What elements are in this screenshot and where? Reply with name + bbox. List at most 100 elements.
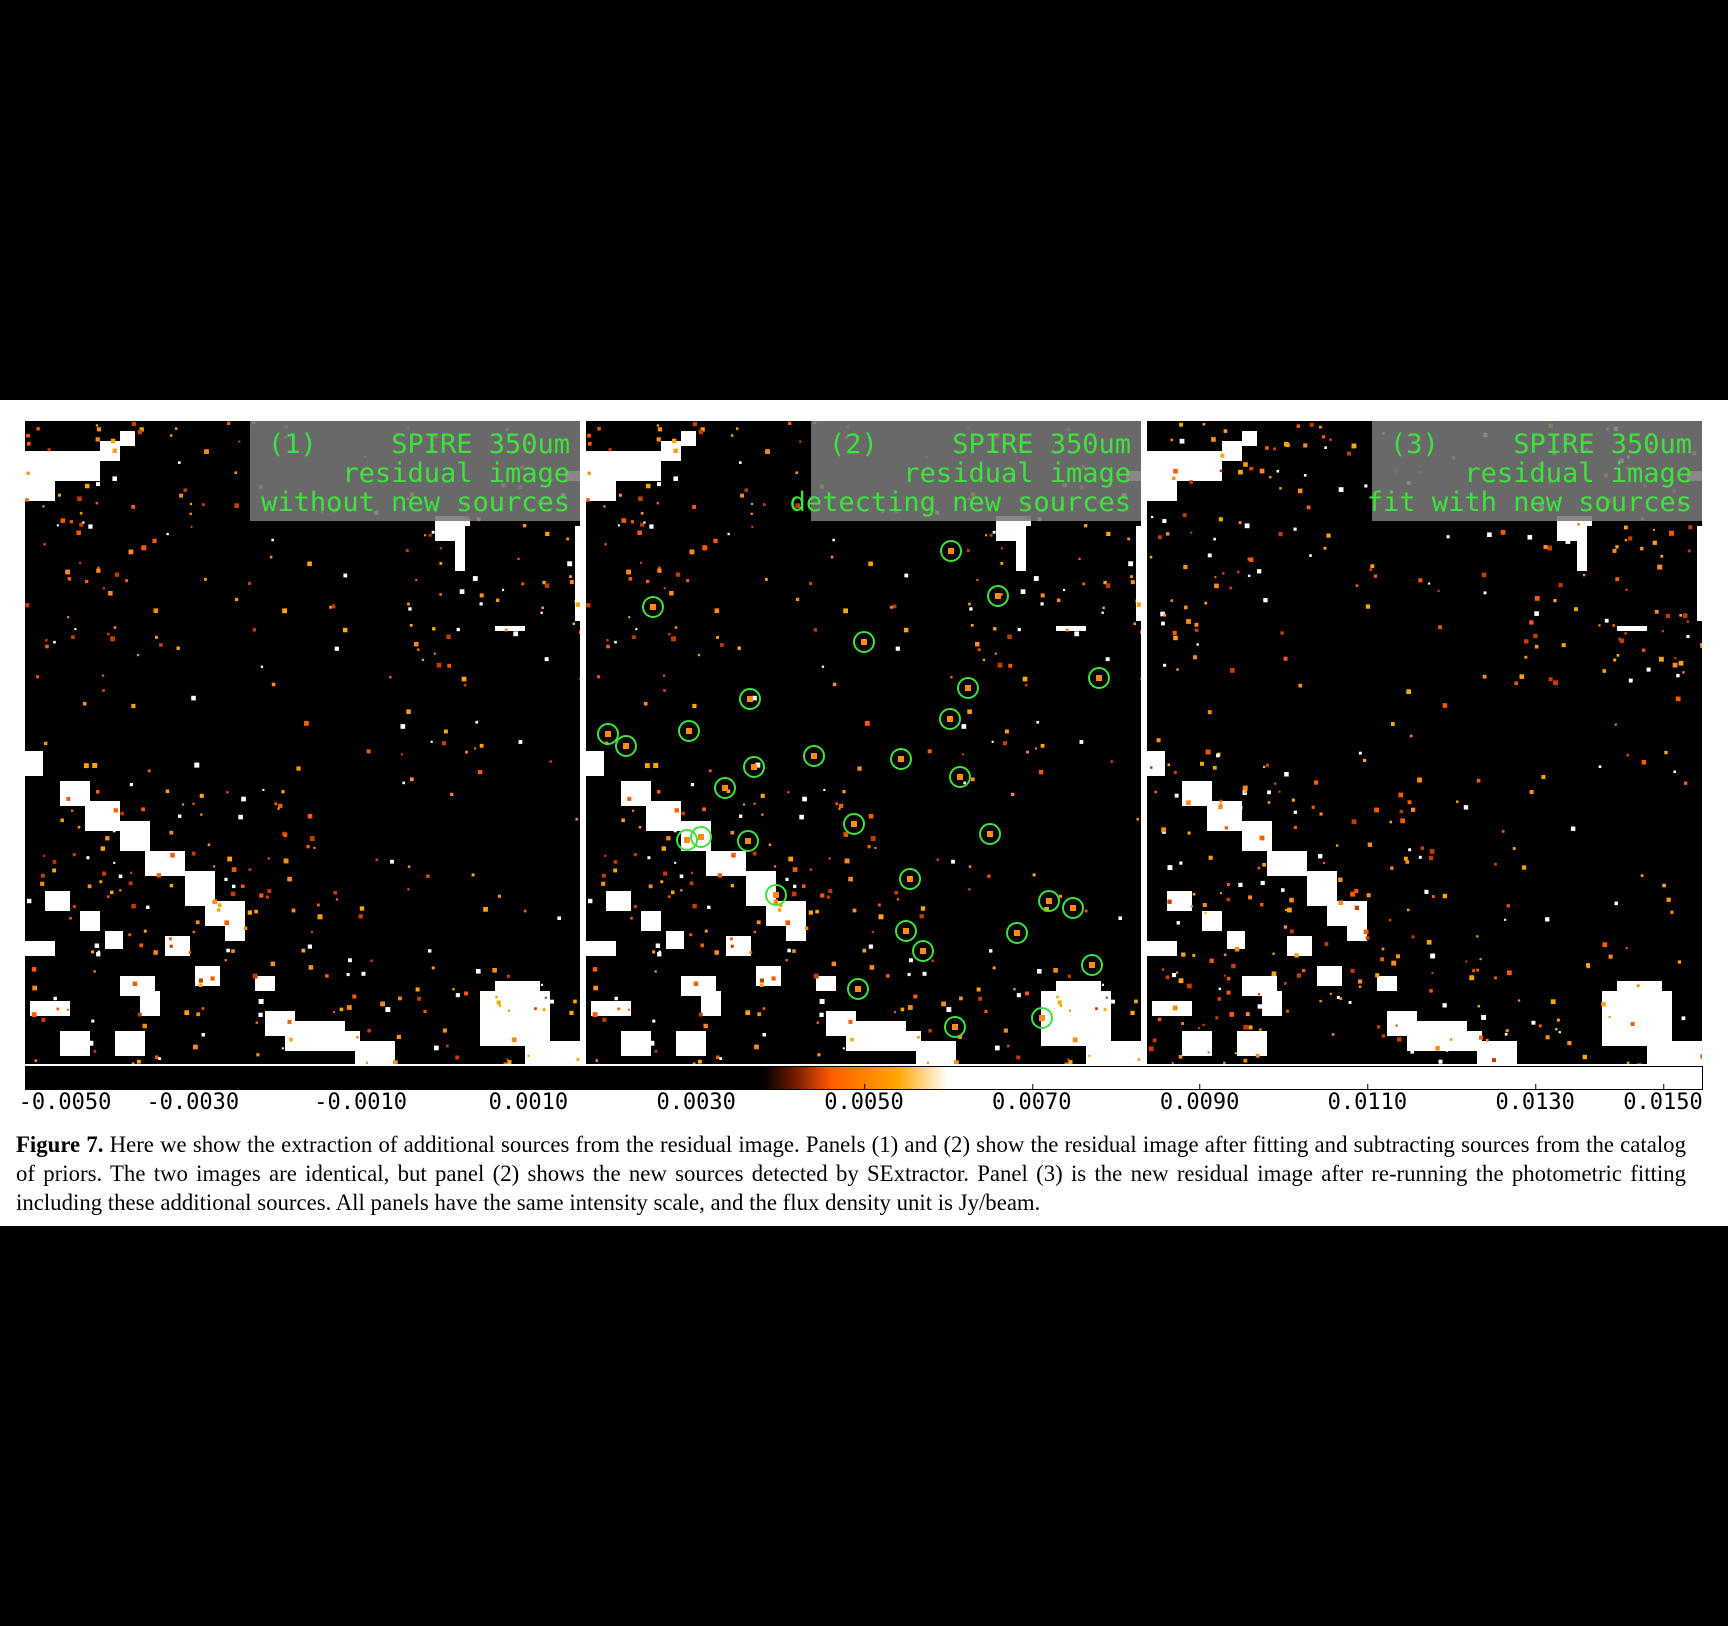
pixel-speckle [646, 483, 651, 489]
pixel-speckle [1505, 1029, 1509, 1033]
pixel-speckle [169, 830, 174, 835]
pixel-speckle [131, 904, 136, 909]
pixel-speckle [702, 807, 706, 812]
pixel-speckle [474, 747, 477, 750]
pixel-speckle [941, 1001, 946, 1007]
colorbar-tick-label: 0.0150 [1623, 1084, 1703, 1115]
source-pixel [684, 837, 690, 843]
pixel-speckle [1700, 1054, 1702, 1059]
pixel-speckle [951, 859, 955, 864]
pixel-speckle [1601, 1002, 1606, 1007]
pixel-speckle [773, 899, 779, 905]
pixel-speckle [1410, 734, 1413, 738]
pixel-speckle [727, 532, 730, 536]
pixel-speckle [690, 783, 694, 787]
source-pixel [903, 928, 909, 934]
pixel-speckle [139, 427, 144, 432]
pixel-speckle [151, 865, 154, 868]
pixel-speckle [692, 904, 697, 909]
pixel-speckle [1390, 866, 1394, 870]
pixel-speckle [871, 930, 875, 934]
pixel-speckle [1167, 865, 1173, 870]
pixel-speckle [985, 534, 988, 537]
detected-source-marker [1038, 890, 1060, 912]
pixel-speckle [828, 889, 833, 894]
pixel-speckle [838, 807, 841, 810]
pixel-speckle [663, 689, 666, 692]
pixel-speckle [1005, 729, 1009, 734]
pixel-speckle [892, 604, 897, 609]
pixel-speckle [1431, 895, 1435, 898]
pixel-speckle [692, 421, 697, 427]
pixel-speckle [417, 996, 422, 1001]
pixel-speckle [1192, 954, 1196, 957]
detected-source-marker [899, 868, 921, 890]
pixel-speckle [909, 958, 913, 963]
detected-source-marker [987, 585, 1009, 607]
pixel-speckle [968, 602, 971, 606]
pixel-speckle [72, 905, 76, 909]
pixel-speckle [1166, 532, 1170, 536]
pixel-speckle [495, 598, 500, 602]
pixel-speckle [760, 793, 765, 798]
pixel-speckle [1469, 975, 1475, 981]
saturated-region [916, 1041, 956, 1064]
pixel-speckle [1679, 614, 1682, 617]
saturated-region [1207, 801, 1242, 831]
pixel-speckle [633, 853, 637, 857]
pixel-speckle [1626, 753, 1630, 757]
pixel-speckle [352, 994, 357, 999]
pixel-speckle [1154, 790, 1157, 794]
pixel-speckle [627, 1008, 630, 1011]
pixel-speckle [128, 881, 133, 886]
pixel-speckle [1391, 960, 1397, 966]
pixel-speckle [1381, 1034, 1385, 1038]
pixel-speckle [91, 950, 95, 954]
pixel-speckle [592, 967, 598, 972]
pixel-speckle [768, 843, 772, 846]
pixel-speckle [588, 441, 592, 446]
pixel-speckle [1336, 844, 1339, 847]
panel-number: (1) [268, 429, 317, 460]
pixel-speckle [248, 868, 252, 871]
pixel-speckle [107, 895, 110, 898]
pixel-speckle [287, 1019, 292, 1024]
pixel-speckle [656, 424, 660, 427]
pixel-speckle [137, 429, 142, 435]
pixel-speckle [1545, 917, 1550, 922]
pixel-speckle [1417, 777, 1423, 783]
pixel-speckle [1032, 873, 1036, 877]
source-pixel [1089, 962, 1095, 968]
pixel-speckle [1281, 888, 1285, 892]
pixel-speckle [179, 493, 183, 498]
pixel-speckle [1183, 605, 1188, 610]
pixel-speckle [542, 1008, 546, 1012]
pixel-speckle [27, 441, 31, 446]
pixel-speckle [1182, 513, 1187, 518]
pixel-speckle [428, 533, 432, 537]
pixel-speckle [1323, 546, 1327, 550]
pixel-speckle [1624, 525, 1628, 530]
pixel-speckle [1002, 741, 1007, 746]
pixel-speckle [603, 505, 606, 508]
pixel-speckle [1410, 1050, 1414, 1054]
pixel-speckle [247, 910, 252, 915]
pixel-speckle [1181, 952, 1186, 957]
pixel-speckle [927, 749, 932, 754]
source-pixel [722, 785, 728, 791]
pixel-speckle [213, 865, 216, 868]
saturated-region [1147, 451, 1177, 501]
pixel-speckle [141, 545, 147, 551]
saturated-region [1167, 891, 1192, 911]
pixel-speckle [900, 1007, 905, 1012]
detected-source-marker [690, 826, 712, 848]
pixel-speckle [840, 1017, 843, 1021]
pixel-speckle [1409, 1022, 1412, 1025]
pixel-speckle [1289, 897, 1294, 903]
source-pixel [1014, 930, 1020, 936]
pixel-speckle [1150, 766, 1153, 769]
pixel-speckle [1248, 895, 1253, 900]
pixel-speckle [1700, 643, 1702, 648]
pixel-speckle [1665, 613, 1670, 618]
pixel-speckle [1130, 575, 1133, 578]
